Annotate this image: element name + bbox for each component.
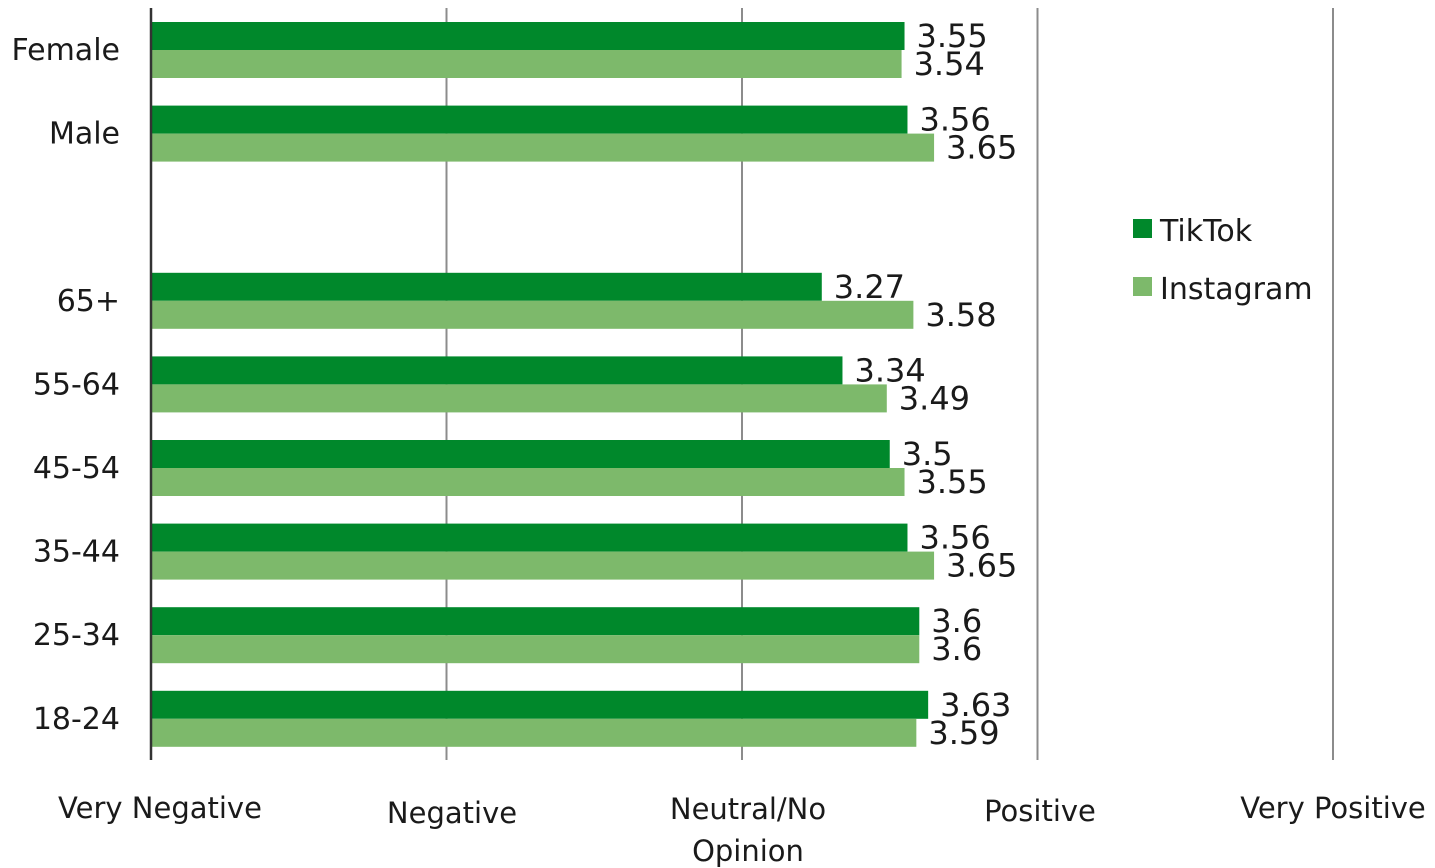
legend-swatch-tiktok bbox=[1133, 219, 1152, 238]
category-label: Male bbox=[49, 117, 120, 152]
data-label: 3.6 bbox=[931, 630, 982, 668]
data-label: 3.34 bbox=[854, 351, 925, 389]
data-label: 3.6 bbox=[931, 602, 982, 640]
data-label: 3.27 bbox=[834, 268, 905, 306]
bar-instagram bbox=[151, 551, 935, 580]
bar-tiktok bbox=[151, 523, 908, 552]
bars bbox=[151, 22, 935, 747]
data-labels: 3.553.543.563.653.273.583.343.493.53.553… bbox=[834, 17, 1018, 752]
category-label: 18-24 bbox=[33, 702, 120, 737]
data-label: 3.55 bbox=[917, 17, 988, 55]
bar-instagram bbox=[151, 300, 914, 329]
x-tick-label: Very Positive bbox=[1240, 791, 1426, 825]
category-label: 65+ bbox=[57, 284, 120, 319]
bar-instagram bbox=[151, 635, 920, 664]
data-label: 3.63 bbox=[940, 686, 1011, 724]
data-label: 3.55 bbox=[917, 463, 988, 501]
legend: TikTok Instagram bbox=[1133, 214, 1313, 307]
legend-swatch-instagram bbox=[1133, 277, 1152, 296]
bar-tiktok bbox=[151, 22, 905, 50]
bar-tiktok bbox=[151, 440, 890, 468]
category-label: 55-64 bbox=[33, 367, 120, 402]
bar-tiktok bbox=[151, 690, 929, 719]
bar-instagram bbox=[151, 133, 935, 162]
category-labels: Female Male 65+ 55-64 45-54 35-44 25-34 18-24 bbox=[12, 33, 120, 737]
data-label: 3.49 bbox=[899, 379, 970, 417]
data-label: 3.58 bbox=[925, 296, 996, 334]
legend-label: Instagram bbox=[1160, 272, 1313, 307]
x-tick-label: Very Negative bbox=[58, 791, 262, 825]
bar-tiktok bbox=[151, 356, 843, 385]
legend-label: TikTok bbox=[1159, 214, 1253, 249]
bar-instagram bbox=[151, 718, 917, 747]
category-label: Female bbox=[12, 33, 120, 68]
data-label: 3.56 bbox=[919, 519, 990, 557]
x-tick-label: Positive bbox=[984, 794, 1096, 828]
category-label: 35-44 bbox=[33, 535, 120, 570]
data-label: 3.65 bbox=[946, 129, 1017, 167]
bar-tiktok bbox=[151, 272, 822, 301]
data-label: 3.54 bbox=[914, 45, 985, 83]
data-label: 3.59 bbox=[928, 714, 999, 752]
category-label: 25-34 bbox=[33, 618, 120, 653]
bar-instagram bbox=[151, 468, 905, 496]
category-label: 45-54 bbox=[33, 451, 120, 486]
bar-instagram bbox=[151, 50, 902, 78]
x-tick-labels: Very Negative Negative Neutral/No Opinion Po… bbox=[58, 791, 1426, 868]
bar-instagram bbox=[151, 384, 887, 413]
x-tick-label: Neutral/No Opinion bbox=[670, 792, 826, 868]
data-label: 3.56 bbox=[919, 101, 990, 139]
bar-tiktok bbox=[151, 105, 908, 134]
data-label: 3.65 bbox=[946, 547, 1017, 585]
data-label: 3.5 bbox=[902, 435, 953, 473]
x-tick-label: Negative bbox=[387, 796, 517, 830]
bar-tiktok bbox=[151, 607, 920, 636]
